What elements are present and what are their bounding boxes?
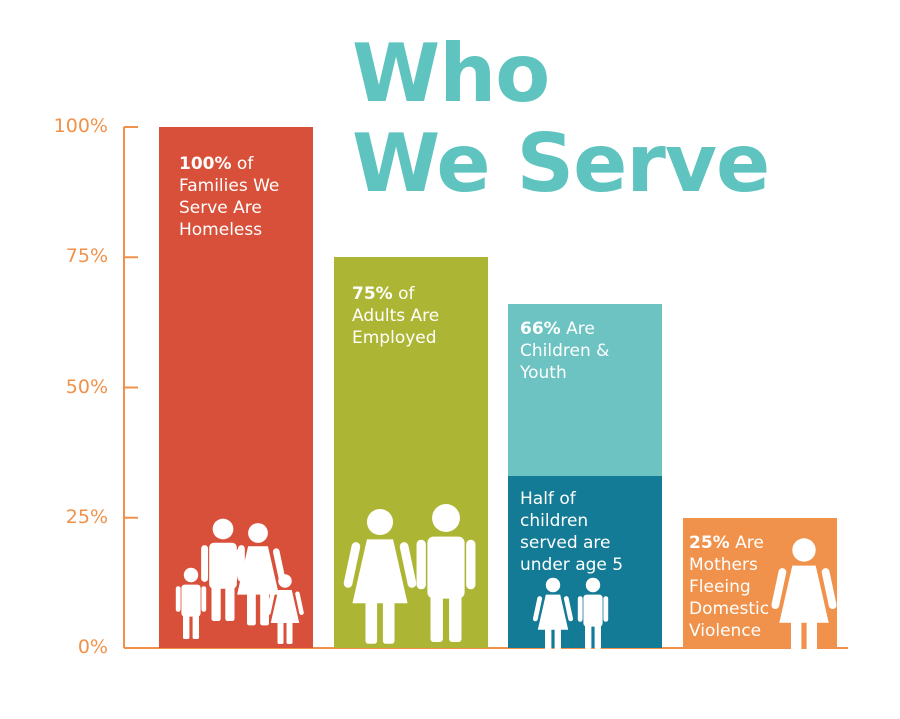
bar-value-employed: 75% — [352, 284, 393, 305]
woman-icon — [771, 538, 837, 660]
title-line-2: We Serve — [352, 117, 770, 210]
bar-value-children: 66% — [520, 319, 561, 340]
y-tick-label: 75% — [65, 245, 108, 268]
bar-text-mothers: Are Mothers Fleeing Domestic Violence — [689, 532, 770, 641]
title-line-1: Who — [352, 27, 550, 120]
bar-value-mothers: 25% — [689, 532, 730, 553]
y-tick-label: 25% — [65, 505, 108, 528]
segment-label-under-five: Half of children served are under age 5 — [520, 489, 624, 576]
adults-icon — [343, 504, 476, 644]
bar-label-mothers: 25% Are Mothers Fleeing Domestic Violenc… — [689, 532, 779, 642]
bar-label-homeless: 100% of Families We Serve Are Homeless — [179, 153, 309, 241]
children-icon — [532, 577, 609, 653]
y-tick-label: 0% — [77, 636, 108, 658]
bar-text-homeless: of Families We Serve Are Homeless — [179, 154, 280, 240]
y-tick-label: 100% — [53, 115, 108, 137]
family-icon — [175, 518, 304, 644]
bar-text-employed: of Adults Are Employed — [352, 284, 440, 349]
bar-value-homeless: 100% — [179, 154, 232, 174]
bar-label-children: 66% Are Children & Youth — [520, 318, 630, 384]
y-tick-label: 50% — [65, 375, 108, 398]
bar-text-children: Are Children & Youth — [520, 319, 610, 384]
bar-label-employed: 75% of Adults Are Employed — [352, 283, 462, 349]
